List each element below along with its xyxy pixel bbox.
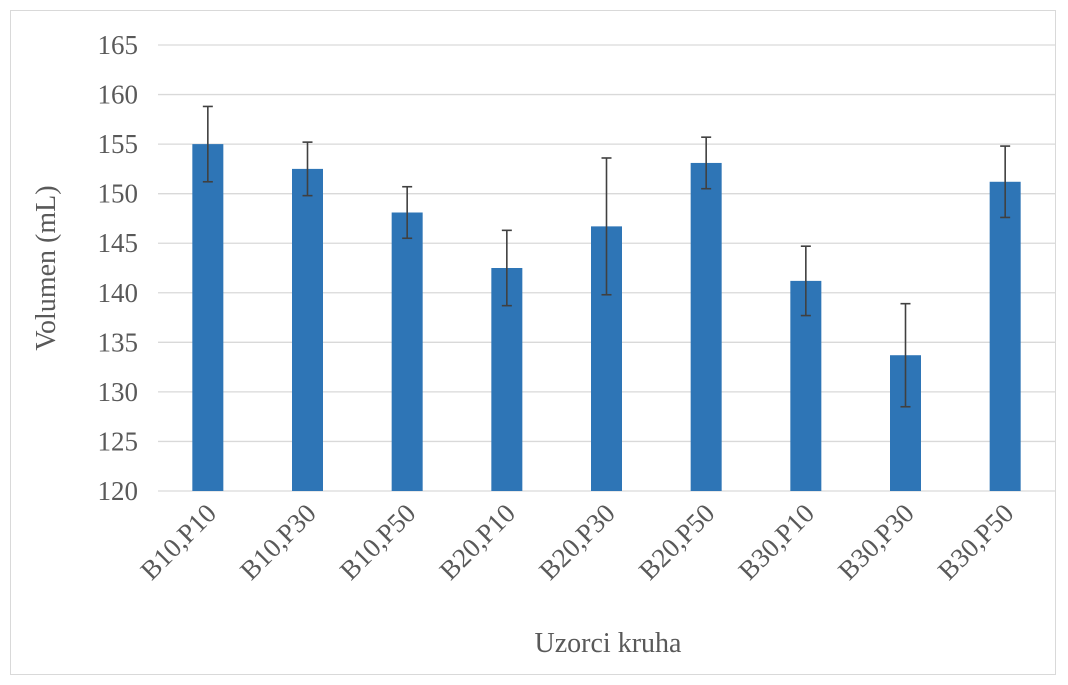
y-tick-label: 145: [98, 228, 139, 258]
y-tick-label: 120: [98, 476, 139, 506]
y-tick-label: 130: [98, 377, 139, 407]
x-axis-title: Uzorci kruha: [535, 628, 683, 659]
x-tick-label: B30,P30: [832, 498, 920, 586]
x-tick-labels: B10,P10 B10,P30 B10,P50 B20,P10 B20,P30 B20,P…: [135, 498, 1020, 586]
x-tick-label: B10,P10: [135, 498, 223, 586]
y-axis-title: Volumen (mL): [31, 185, 62, 350]
x-tick-label: B10,P50: [334, 498, 422, 586]
y-tick-label: 165: [98, 30, 139, 60]
x-tick-label: B30,P50: [932, 498, 1020, 586]
error-bars: [202, 105, 1011, 408]
bar: [989, 181, 1021, 492]
bar: [292, 168, 323, 491]
bar: [192, 144, 224, 491]
bar: [690, 162, 722, 492]
x-tick-label: B20,P50: [633, 498, 721, 586]
x-tick-label: B30,P10: [733, 498, 821, 586]
y-tick-label: 135: [98, 327, 139, 357]
y-tick-label: 155: [98, 129, 139, 159]
y-tick-label: 160: [98, 80, 139, 110]
x-tick-label: B10,P30: [234, 498, 322, 586]
x-tick-label: B20,P30: [533, 498, 621, 586]
x-tick-label: B20,P10: [434, 498, 522, 586]
y-tick-label: 150: [98, 179, 139, 209]
y-tick-label: 125: [98, 426, 139, 456]
y-tick-labels: 120 125 130 135 140 145 150 155 160 165: [98, 30, 139, 506]
y-tick-label: 140: [98, 278, 139, 308]
bar: [391, 212, 423, 491]
